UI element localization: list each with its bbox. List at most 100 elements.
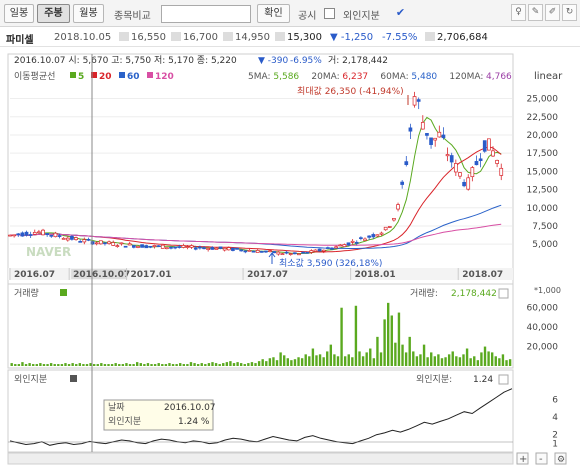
- open-price: 16,550: [119, 32, 166, 43]
- weekly-button[interactable]: 주봉: [37, 4, 70, 23]
- price-tick-label: 10,000: [527, 204, 559, 214]
- volume-bar: [78, 363, 82, 366]
- foreign-tooltip: 날짜 2016.10.07 외인지분 1.24 %: [103, 399, 216, 431]
- refresh-icon[interactable]: ↻: [562, 4, 577, 21]
- legend-swatch: [147, 72, 153, 78]
- candle-body: [98, 240, 103, 245]
- volume-bar: [14, 364, 17, 366]
- candle-body: [165, 247, 169, 250]
- x-axis-band: [8, 268, 513, 280]
- confirm-button[interactable]: 확인: [257, 4, 290, 23]
- stock-chart[interactable]: 25,00022,50020,00017,50015,00012,50010,0…: [0, 48, 580, 470]
- volume-bar: [53, 364, 56, 366]
- volume-bar: [89, 363, 92, 366]
- monthly-button[interactable]: 월봉: [73, 4, 104, 23]
- candle-body: [379, 232, 384, 235]
- volume-bar: [225, 362, 229, 366]
- volume-bar: [179, 363, 182, 366]
- bulb-icon[interactable]: ♀: [511, 4, 526, 21]
- foreign-close-icon[interactable]: [498, 374, 509, 385]
- volume-bar: [67, 364, 71, 366]
- price-tick-label: 20,000: [527, 131, 559, 141]
- candle-body: [272, 251, 277, 254]
- volume-bar: [250, 362, 254, 366]
- scale-label[interactable]: linear: [534, 71, 563, 82]
- candle-body: [367, 235, 371, 238]
- candle-body: [239, 249, 244, 252]
- volume-bar: [121, 364, 125, 366]
- candle-body: [231, 247, 235, 251]
- candle-body: [321, 249, 326, 252]
- candle-body: [433, 137, 438, 141]
- candle-body: [90, 241, 95, 245]
- volume-bar: [21, 362, 24, 366]
- volume-bar: [300, 358, 304, 366]
- volume-bar: [42, 364, 46, 366]
- open-icon: [119, 32, 129, 41]
- info-date: 2018.10.05: [54, 32, 112, 43]
- x-tick-label: 2018.01: [355, 270, 396, 280]
- short-checkbox[interactable]: [324, 8, 335, 19]
- volume-bar: [469, 358, 472, 366]
- zoom-out-button[interactable]: [535, 452, 548, 465]
- candle-body: [41, 229, 45, 236]
- candle-body: [470, 167, 475, 178]
- volume-bar: [365, 352, 368, 366]
- volume-bar: [422, 344, 426, 366]
- foreign-checkbox[interactable]: ✔: [395, 6, 406, 19]
- candle-body: [131, 245, 136, 248]
- volume-bar: [351, 357, 354, 366]
- candle-body: [420, 122, 425, 130]
- candle-body: [20, 232, 25, 237]
- candle-body: [462, 181, 466, 187]
- legend-swatch: [70, 72, 76, 78]
- candle-body: [107, 241, 111, 245]
- candle-body: [297, 253, 301, 256]
- volume-bar: [480, 352, 483, 366]
- candle-body: [268, 250, 272, 253]
- volume-bar: [290, 360, 293, 366]
- candle-body: [441, 134, 446, 139]
- candle-body: [330, 247, 334, 250]
- volume-bar: [354, 305, 358, 366]
- volume-bar: [376, 336, 379, 366]
- candle-body: [86, 238, 91, 241]
- volume-bar: [322, 357, 325, 366]
- zoom-in-button[interactable]: [516, 452, 529, 465]
- low-icon: [223, 32, 233, 41]
- volume-panel-title: 거래량: [14, 287, 39, 299]
- volume-close-icon[interactable]: [498, 288, 509, 299]
- edit-icon[interactable]: ✐: [545, 4, 560, 21]
- ma-value-label: 20MA:: [311, 72, 339, 82]
- toolbar: 일봉 주봉 월봉 종목비교 확인 공시 외인지분 ✔ ♀ ✎ ✐ ↻: [0, 0, 580, 27]
- candle-body: [214, 247, 219, 250]
- candle-body: [24, 231, 29, 236]
- volume-bar: [333, 354, 336, 366]
- volume-bar: [186, 364, 189, 366]
- short-label: 공시: [298, 11, 317, 22]
- volume-bar: [372, 358, 376, 366]
- compare-input[interactable]: [161, 5, 251, 23]
- candle-body: [453, 163, 458, 173]
- volume-bar: [347, 354, 350, 366]
- x-tick-label: 2018.07: [462, 270, 503, 280]
- candle-body: [466, 177, 471, 190]
- volume-bar: [75, 364, 78, 366]
- high-price: 16,700: [171, 32, 218, 43]
- candle-body: [94, 242, 99, 245]
- scrollbar[interactable]: [7, 452, 514, 465]
- volume-unit: *1,000: [534, 286, 561, 295]
- candle-body: [495, 159, 499, 164]
- volume-bar: [222, 363, 225, 366]
- candle-body: [309, 250, 314, 253]
- candle-body: [387, 226, 392, 228]
- candle-body: [226, 247, 231, 251]
- daily-button[interactable]: 일봉: [4, 4, 34, 23]
- settings-button[interactable]: [554, 452, 567, 465]
- change-value: ▼ -1,250: [330, 32, 374, 43]
- volume-bar: [110, 364, 114, 366]
- pencil-icon[interactable]: ✎: [528, 4, 543, 21]
- gear-icon: ⚙: [557, 455, 565, 465]
- volume-bar: [329, 344, 333, 366]
- candle-body: [487, 138, 491, 151]
